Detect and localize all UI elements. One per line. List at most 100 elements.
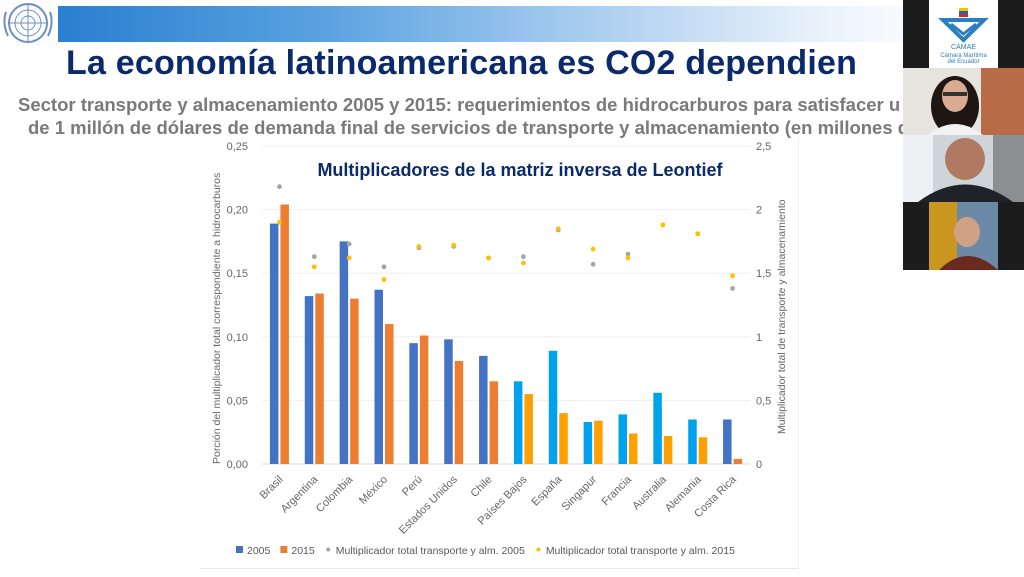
bar-2005-alemania <box>688 419 697 464</box>
bar-2005-francia <box>618 414 627 464</box>
y2-tick-label: 1,5 <box>756 268 771 280</box>
x-tick-label: Perú <box>400 474 425 499</box>
legend-label: Multiplicador total transporte y alm. 20… <box>546 545 735 557</box>
legend-label: Multiplicador total transporte y alm. 20… <box>336 545 525 557</box>
title-banner <box>58 6 938 42</box>
dot-2005-brasil <box>277 184 282 190</box>
bar-2005-perú <box>409 343 418 464</box>
dot-2015-argentina <box>311 264 317 270</box>
camae-line1: Cámara Marítima <box>940 53 987 59</box>
x-tick-label: Francia <box>600 473 635 508</box>
video-participants-panel: CAMAE Cámara Marítima del Ecuador <box>903 0 1024 270</box>
dot-2005-colombia <box>346 241 352 247</box>
bar-2015-francia <box>629 433 638 464</box>
bar-2005-colombia <box>339 241 349 464</box>
bar-2015-países-bajos <box>524 394 533 464</box>
chart-title: Multiplicadores de la matriz inversa de … <box>317 160 723 180</box>
dot-2015-países-bajos <box>521 260 526 266</box>
bar-2015-méxico <box>385 324 394 464</box>
bar-2015-australia <box>663 436 673 464</box>
participant-video-icon <box>903 135 1024 202</box>
camae-name: CAMAE <box>951 44 976 51</box>
x-tick-label: Chile <box>468 474 494 500</box>
video-tile-participant-2[interactable] <box>903 135 1024 202</box>
y-tick-label: 0,20 <box>227 205 248 217</box>
dot-2015-brasil <box>277 219 282 225</box>
dot-2015-alemania <box>695 231 701 237</box>
y2-tick-label: 1 <box>756 332 762 344</box>
bar-2015-brasil <box>280 204 289 464</box>
dot-2005-méxico <box>381 264 387 270</box>
x-tick-label: Colombia <box>314 473 356 515</box>
bar-2015-colombia <box>350 298 359 464</box>
camae-line2: del Ecuador <box>947 59 980 65</box>
dot-2015-francia <box>625 255 631 261</box>
dot-2015-australia <box>660 222 666 228</box>
dot-2015-singapur <box>590 246 596 252</box>
leontief-chart: 0,00 0,05 0,10 0,15 0,20 0,25 0 0,5 1 1,5 2 2,5 Br… <box>211 141 788 557</box>
x-tick-label: México <box>357 474 390 507</box>
participant-video-icon <box>903 68 1024 135</box>
bar-2005-países-bajos <box>513 381 523 464</box>
bar-2015-alemania <box>698 437 708 464</box>
dot-2015-costa-rica <box>730 273 735 279</box>
legend-label: 2005 <box>247 545 271 557</box>
bar-2005-méxico <box>374 289 383 464</box>
video-tile-participant-1[interactable] <box>903 68 1024 135</box>
dot-2015-españa <box>555 226 561 232</box>
bar-2005-costa-rica <box>723 419 732 464</box>
legend-swatch <box>280 546 288 553</box>
dot-2015-estados-unidos <box>451 242 457 248</box>
bar-2015-costa-rica <box>733 458 743 464</box>
bar-2005-españa <box>548 350 558 464</box>
legend-label: 2015 <box>291 545 315 557</box>
bar-2005-chile <box>479 355 488 464</box>
dot-2015-méxico <box>381 277 387 282</box>
y-tick-label: 0,05 <box>227 395 248 407</box>
y2-axis-label: Multiplicador total de transporte y alma… <box>776 199 788 434</box>
bar-2005-singapur <box>583 422 593 464</box>
bar-2015-perú <box>419 335 429 464</box>
slide-subtitle-line2: de 1 millón de dólares de demanda final … <box>28 117 910 138</box>
y2-tick-label: 0,5 <box>756 395 771 407</box>
dot-2005-costa-rica <box>730 286 735 291</box>
chart-legend: 2005 2015 Multiplicador total transporte y… <box>236 545 735 557</box>
bar-2015-estados-unidos <box>454 360 464 464</box>
x-tick-label: España <box>530 473 565 508</box>
bar-2005-brasil <box>269 223 279 464</box>
x-tick-label: Argentina <box>279 473 321 515</box>
bar-2015-chile <box>489 381 499 464</box>
dot-2015-chile <box>486 255 491 261</box>
bar-2005-argentina <box>304 296 314 464</box>
dot-2015-perú <box>416 244 422 249</box>
slide-subtitle-line1: Sector transporte y almacenamiento 2005 … <box>18 94 901 115</box>
y2-tick-label: 0 <box>756 459 762 471</box>
bar-2015-singapur <box>594 420 603 464</box>
participant-video-icon <box>903 202 1024 270</box>
x-tick-label: Brasil <box>258 474 286 502</box>
y-tick-label: 0,25 <box>227 141 248 153</box>
legend-swatch <box>326 547 331 552</box>
dot-2015-colombia <box>346 255 352 261</box>
y-tick-label: 0,00 <box>227 459 248 471</box>
y-axis-label: Porción del multiplicador total correspo… <box>211 173 223 464</box>
dot-2005-argentina <box>311 254 317 260</box>
y-tick-label: 0,10 <box>227 332 248 344</box>
camae-logo-icon <box>938 8 989 43</box>
y2-tick-label: 2 <box>756 205 762 217</box>
bar-2005-estados-unidos <box>444 339 453 464</box>
video-tile-logo[interactable]: CAMAE Cámara Marítima del Ecuador <box>903 0 1024 68</box>
legend-swatch <box>536 547 541 552</box>
chart-frame: 0,00 0,05 0,10 0,15 0,20 0,25 0 0,5 1 1,5 2 2,5 Br… <box>200 138 799 569</box>
bar-2005-australia <box>653 392 662 464</box>
un-emblem-icon <box>3 3 53 43</box>
bar-2015-argentina <box>315 293 324 464</box>
legend-swatch <box>236 546 243 553</box>
video-tile-participant-3[interactable] <box>903 202 1024 270</box>
dot-2005-singapur <box>590 261 596 267</box>
y-tick-label: 0,15 <box>227 268 248 280</box>
dot-2005-países-bajos <box>521 254 526 260</box>
y2-tick-label: 2,5 <box>756 141 771 153</box>
x-tick-label: Singapur <box>560 473 600 513</box>
bar-2015-españa <box>559 413 568 464</box>
